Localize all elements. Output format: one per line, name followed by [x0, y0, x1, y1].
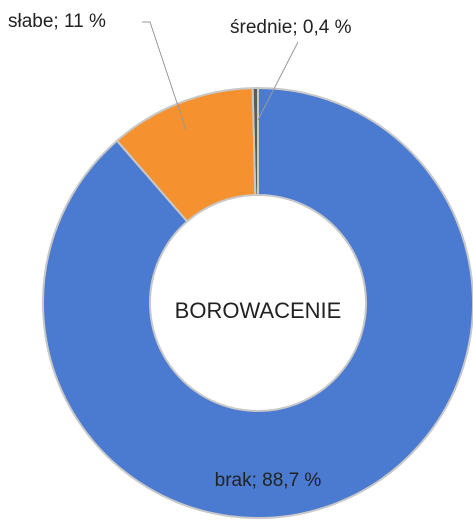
- leader-line: [142, 21, 187, 131]
- slice: [115, 87, 257, 223]
- data-label: brak; 88,7 %: [215, 470, 322, 491]
- leader-line: [257, 41, 299, 121]
- chart-title: BOROWACENIE: [175, 298, 342, 323]
- data-label: słabe; 11 %: [8, 11, 106, 32]
- data-label: średnie; 0,4 %: [230, 17, 352, 38]
